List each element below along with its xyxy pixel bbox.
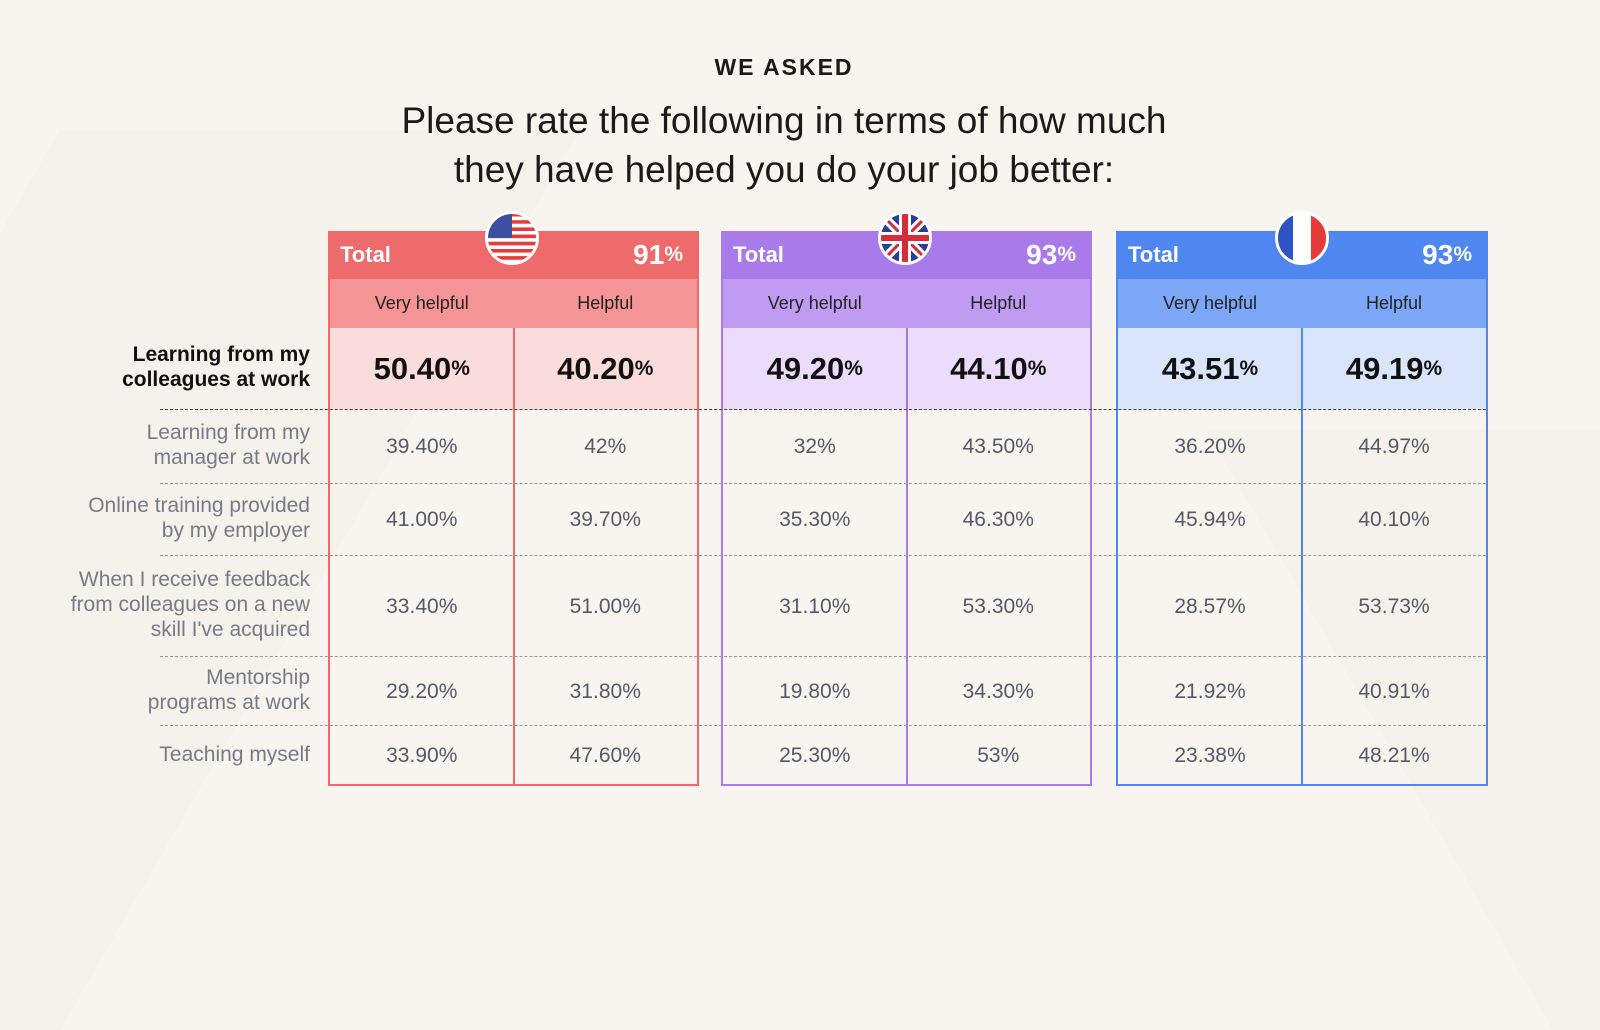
total-value: 93%: [1422, 239, 1472, 270]
column-divider: [1301, 328, 1303, 786]
value-cell: 33.40%: [386, 594, 458, 618]
value-cell: 43.50%: [962, 435, 1034, 458]
value-cell: 49.20%: [766, 351, 863, 386]
eyebrow: WE ASKED: [714, 54, 854, 80]
column-header: Helpful: [577, 293, 634, 313]
row-label-line: manager at work: [153, 446, 310, 469]
value-cell: 25.30%: [779, 744, 851, 767]
value-cell: 50.40%: [373, 351, 470, 386]
value-cell: 39.40%: [386, 435, 458, 458]
value-cell: 53%: [977, 744, 1020, 767]
value-cell: 43.51%: [1161, 351, 1259, 386]
value-cell: 28.57%: [1174, 594, 1246, 618]
subheader: [721, 279, 1092, 328]
row-label-line: skill I've acquired: [150, 618, 310, 641]
row-separator: [160, 483, 1486, 484]
page: {"header":{"eyebrow":"WE ASKED","title_l…: [0, 54, 1568, 786]
row-label: Learning from my colleagues at work: [122, 342, 310, 392]
row-label-line: colleagues at work: [122, 368, 310, 391]
value-cell: 41.00%: [386, 508, 458, 531]
title-line: they have helped you do your job better:: [453, 149, 1115, 190]
value-cell: 53.30%: [962, 594, 1034, 618]
subheader: [1116, 279, 1488, 328]
flag: [1275, 211, 1329, 265]
total-label: Total: [733, 242, 784, 267]
column-header: Very helpful: [767, 293, 862, 313]
value-cell: 40.10%: [1358, 508, 1430, 531]
row-label-line: When I receive feedback: [78, 568, 310, 591]
row-label: Teaching myself: [159, 742, 310, 767]
title: Please rate the following in terms of ho…: [0, 96, 1568, 194]
column-divider: [905, 328, 908, 786]
value-cell: 40.20%: [557, 351, 654, 386]
subheader: [328, 279, 699, 328]
total-value: 93%: [1026, 239, 1076, 270]
total-label: Total: [340, 242, 391, 267]
value-cell: 31.10%: [779, 594, 851, 618]
value-cell: 33.90%: [386, 744, 458, 767]
total-label: Total: [1128, 242, 1179, 267]
row-label-line: Learning from my: [146, 421, 310, 444]
value-cell: 53.73%: [1358, 594, 1430, 618]
column-header: Very helpful: [1162, 293, 1258, 313]
value-cell: 21.92%: [1174, 679, 1246, 703]
row-separator: [160, 656, 1486, 657]
total-value: 91%: [633, 239, 683, 270]
value-cell: 32%: [793, 435, 836, 458]
value-cell: 46.30%: [962, 508, 1034, 531]
column-divider: [512, 328, 515, 786]
row-separator: [160, 555, 1486, 556]
row-label: When I receive feedback from colleagues o…: [71, 567, 310, 642]
value-cell: 36.20%: [1174, 435, 1246, 458]
value-cell: 47.60%: [569, 744, 641, 767]
column-header: Very helpful: [374, 293, 469, 313]
flag: [484, 211, 539, 265]
row-label-line: from colleagues on a new: [70, 593, 310, 616]
row-label-line: programs at work: [147, 690, 310, 714]
column-header: Helpful: [970, 293, 1027, 313]
value-cell: 39.70%: [569, 508, 641, 531]
row-label: Mentorship programs at work: [148, 665, 310, 715]
row-label-line: by my employer: [161, 519, 310, 542]
row-label: Online training provided by my employer: [88, 493, 310, 543]
value-cell: 31.80%: [569, 679, 641, 703]
value-cell: 44.97%: [1358, 435, 1430, 458]
value-cell: 23.38%: [1174, 744, 1246, 767]
value-cell: 51.00%: [569, 594, 641, 618]
column-header: Helpful: [1365, 293, 1423, 313]
value-cell: 29.20%: [386, 679, 458, 703]
flag: [877, 211, 932, 265]
value-cell: 49.19%: [1345, 351, 1443, 386]
row-separator: [160, 725, 1486, 726]
value-cell: 19.80%: [779, 679, 851, 703]
row-label-line: Mentorship: [206, 665, 310, 689]
row-label-line: Learning from my: [132, 343, 310, 366]
row-label: Learning from my manager at work: [147, 420, 310, 470]
value-cell: 40.91%: [1358, 679, 1430, 703]
title-line: Please rate the following in terms of ho…: [401, 100, 1167, 141]
value-cell: 48.21%: [1358, 744, 1430, 767]
row-label-line: Online training provided: [88, 494, 310, 517]
value-cell: 35.30%: [779, 508, 851, 531]
value-cell: 45.94%: [1174, 508, 1246, 531]
value-cell: 44.10%: [950, 351, 1047, 386]
value-cell: 34.30%: [962, 679, 1034, 703]
row-separator: [160, 409, 1486, 410]
row-label-line: Teaching myself: [159, 742, 310, 766]
value-cell: 42%: [584, 435, 627, 458]
